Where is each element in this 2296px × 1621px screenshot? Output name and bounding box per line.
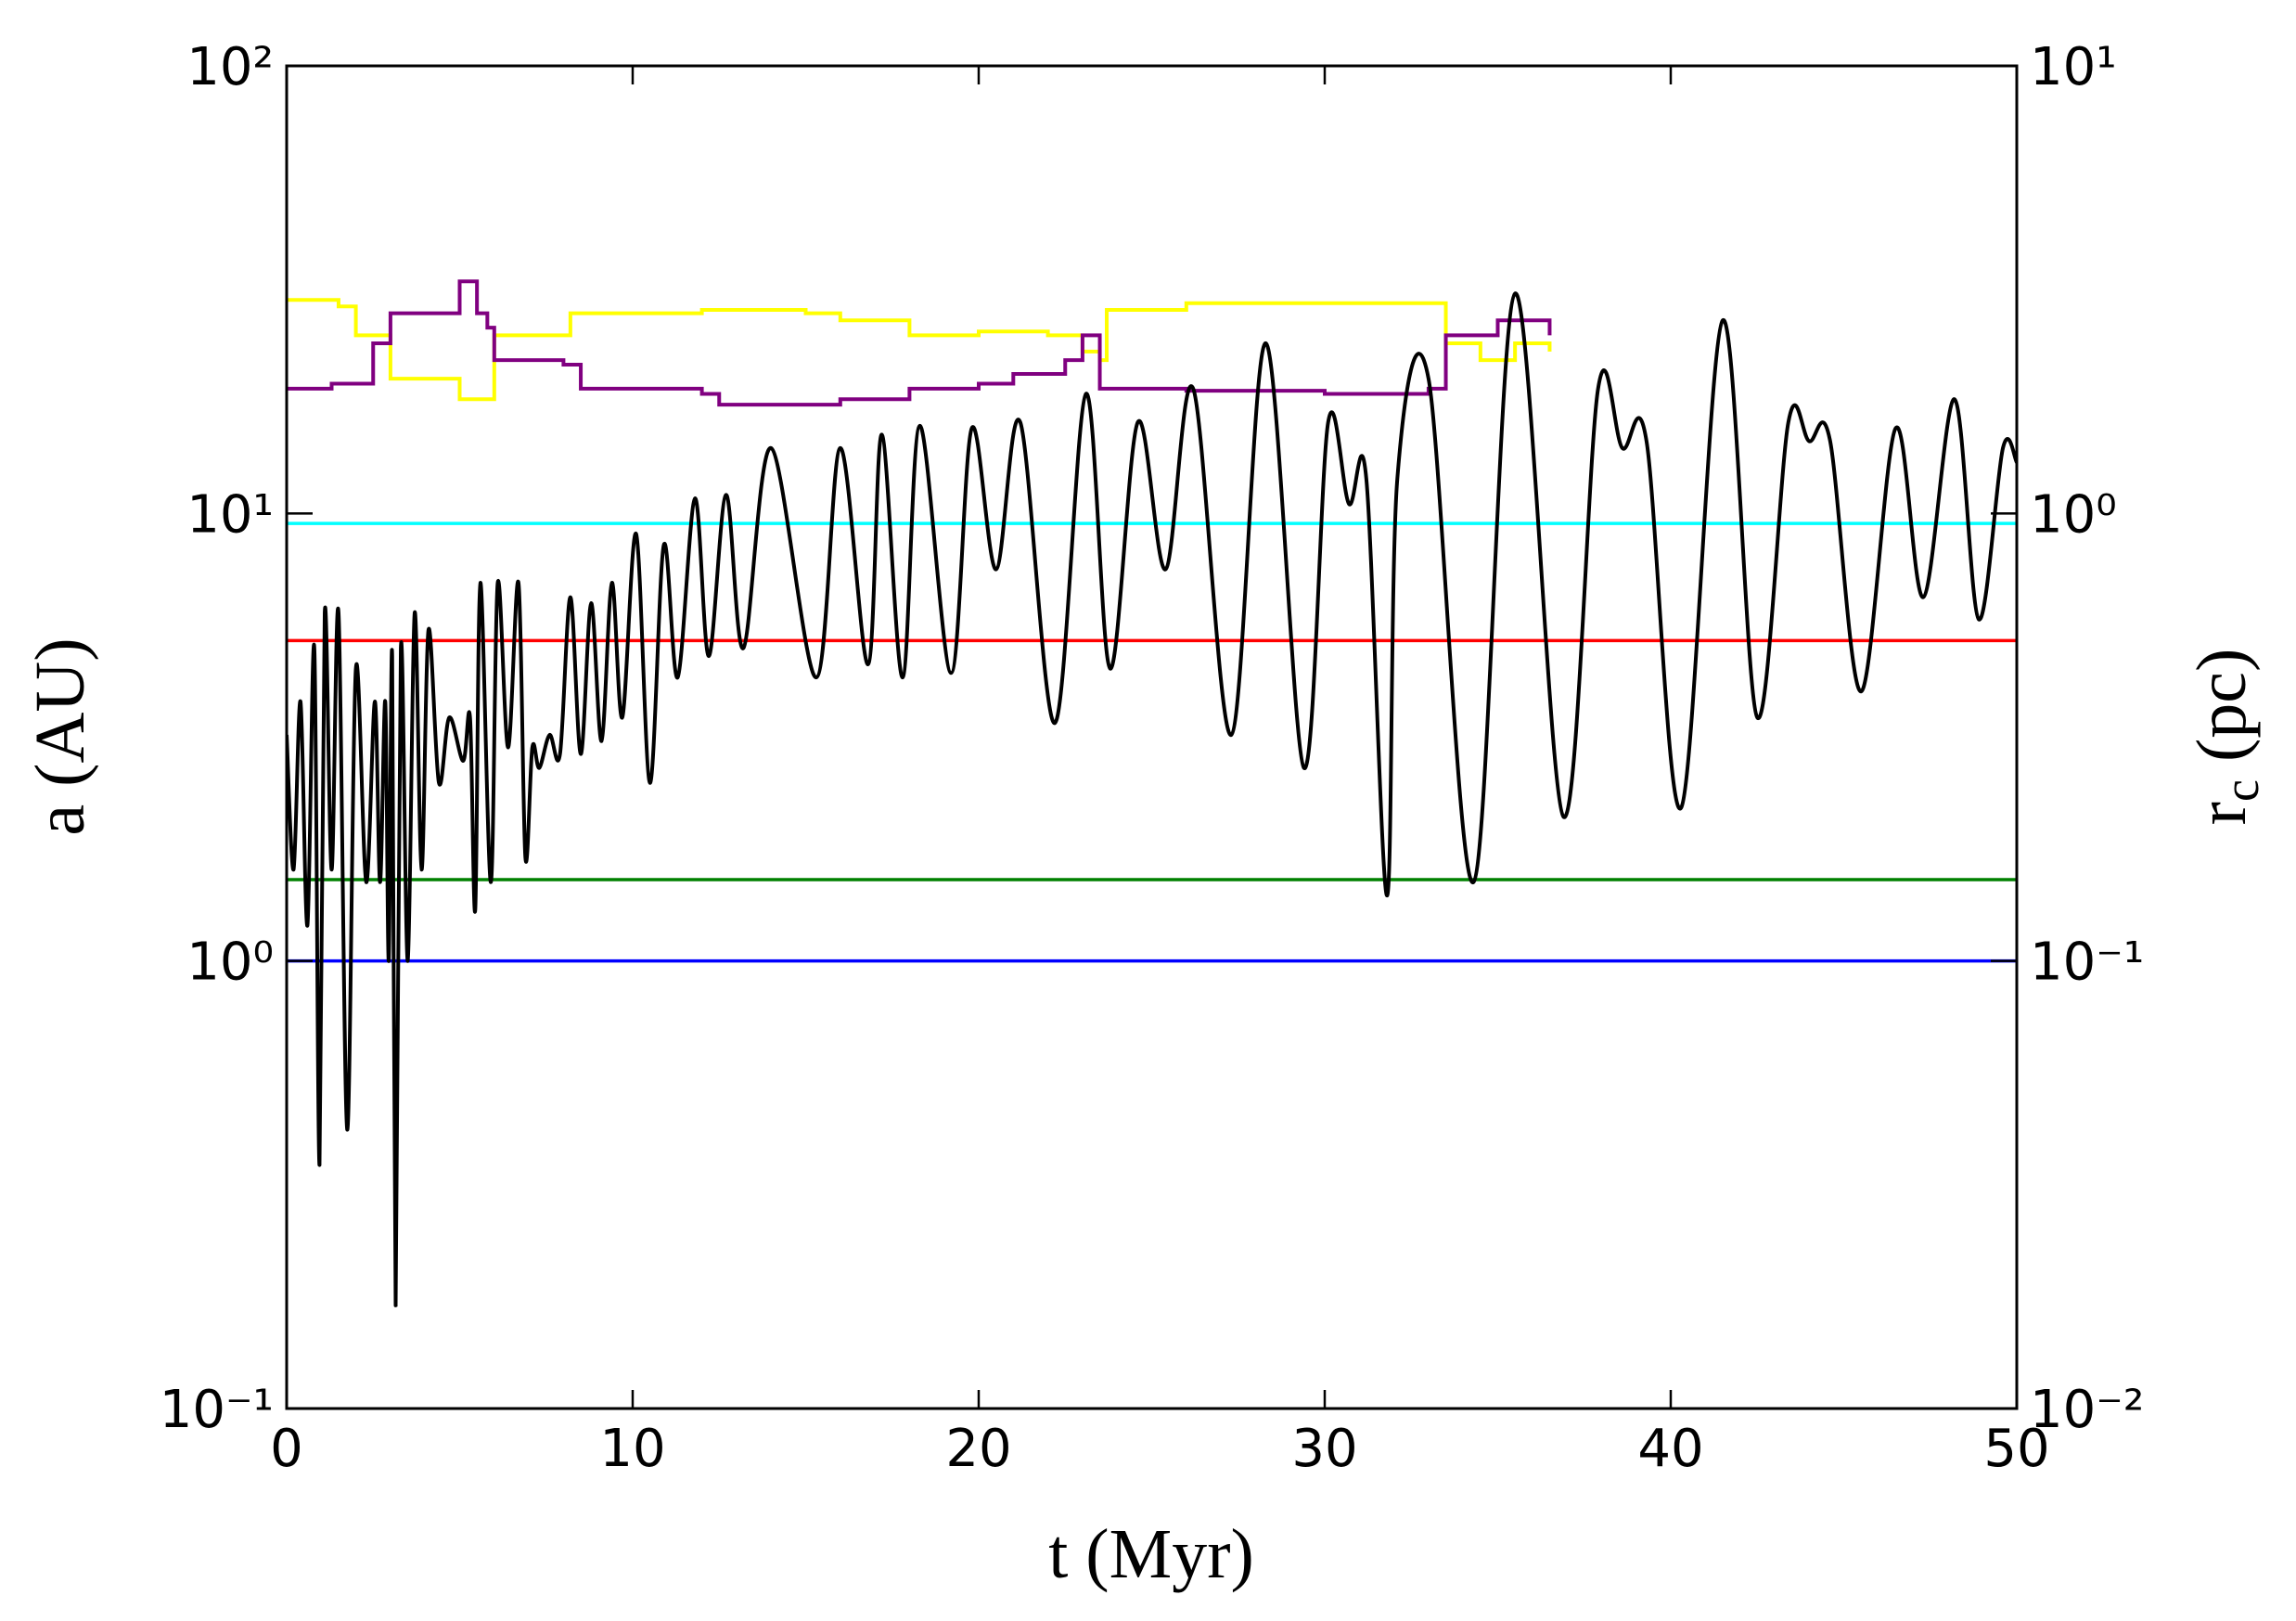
series-line: [287, 279, 1552, 407]
plot-frame: [285, 64, 2019, 1410]
x-tick-label: 40: [1637, 1419, 1703, 1479]
y-tick-label: 10¹: [186, 484, 274, 545]
y2-label-text: r: [2183, 802, 2261, 825]
y-tick-label: 10⁰: [186, 933, 274, 993]
y2-tick-label: 10⁻²: [2030, 1380, 2144, 1440]
x-tick-label: 30: [1291, 1419, 1357, 1479]
y-tick-label: 10²: [186, 37, 274, 97]
y2-tick-label: 10¹: [2030, 37, 2117, 97]
y2-tick-label: 10⁻¹: [2030, 933, 2144, 993]
y2-axis-label: rc (pc): [2183, 649, 2269, 826]
y-tick-label: 10⁻¹: [160, 1380, 274, 1440]
y-axis-label: a (AU): [21, 637, 99, 835]
x-tick-label: 50: [1983, 1419, 2049, 1479]
x-axis-label: t (Myr): [1048, 1515, 1254, 1593]
x-tick-label: 10: [599, 1419, 665, 1479]
y2-tick-label: 10⁰: [2030, 484, 2117, 545]
series-line: [287, 291, 2017, 1307]
x-tick-label: 20: [945, 1419, 1011, 1479]
y2-label-subscript: c: [2213, 779, 2269, 802]
x-tick-label: 0: [270, 1419, 303, 1479]
y2-label-unit: (pc): [2183, 649, 2261, 762]
series-line: [287, 298, 1552, 402]
